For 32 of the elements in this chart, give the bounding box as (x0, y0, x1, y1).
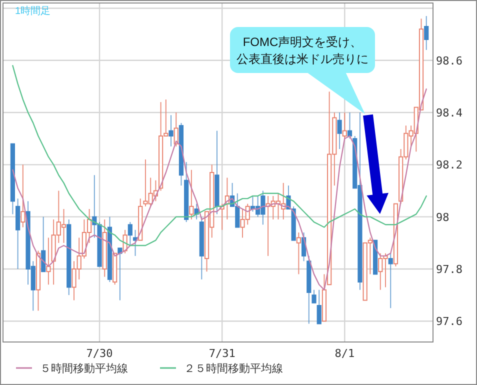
candlestick (296, 232, 301, 275)
y-tick-label: 98.4 (436, 106, 463, 120)
candlestick (132, 229, 138, 256)
candlestick (20, 164, 26, 228)
y-tick-label: 97.8 (436, 262, 462, 276)
y-tick-label: 97.6 (436, 315, 462, 328)
candlestick (312, 289, 316, 304)
candlestick (174, 112, 178, 147)
annotation: FOMC声明文を受け、公表直後は米ドル売りに (236, 35, 368, 66)
legend-label: ２５時間移動平均線 (184, 362, 283, 375)
x-tick-label: 8/1 (334, 347, 355, 360)
candlestick (128, 222, 132, 246)
y-tick-label: 98 (436, 210, 450, 224)
candlestick (189, 169, 194, 220)
candlestick (347, 112, 352, 140)
candlestick (342, 112, 347, 140)
x-tick-label: 7/31 (208, 347, 236, 360)
candlestick (316, 289, 322, 324)
line-series (12, 88, 427, 290)
candlestick (41, 216, 46, 272)
candlestick (168, 114, 174, 147)
x-tick-label: 7/30 (86, 347, 113, 360)
candlestick (16, 198, 20, 270)
candlestick (424, 16, 429, 50)
y-tick-label: 98.6 (436, 54, 462, 68)
candlestick (337, 112, 342, 150)
legend-label: ５時間移動平均線 (40, 362, 128, 375)
candlestick (46, 237, 51, 286)
candlestick (118, 248, 122, 301)
annotation: 1時間足 (15, 5, 51, 17)
candlestick (388, 252, 393, 309)
y-tick-label: 98.2 (436, 158, 462, 172)
